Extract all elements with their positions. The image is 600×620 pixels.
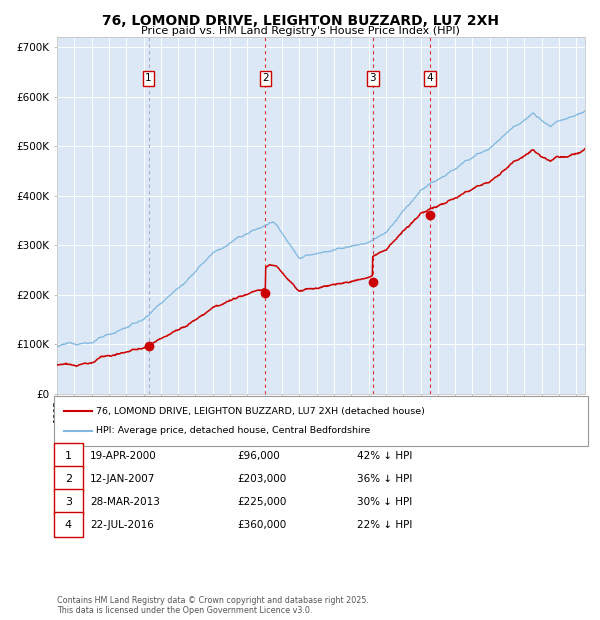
Text: 2: 2 bbox=[262, 73, 269, 83]
Text: 3: 3 bbox=[65, 497, 72, 507]
Text: 1: 1 bbox=[145, 73, 152, 83]
Text: £360,000: £360,000 bbox=[237, 520, 286, 529]
Text: 28-MAR-2013: 28-MAR-2013 bbox=[90, 497, 160, 507]
Text: 76, LOMOND DRIVE, LEIGHTON BUZZARD, LU7 2XH (detached house): 76, LOMOND DRIVE, LEIGHTON BUZZARD, LU7 … bbox=[96, 407, 425, 415]
Text: 30% ↓ HPI: 30% ↓ HPI bbox=[357, 497, 412, 507]
Text: 22-JUL-2016: 22-JUL-2016 bbox=[90, 520, 154, 529]
Text: £225,000: £225,000 bbox=[237, 497, 286, 507]
Text: £96,000: £96,000 bbox=[237, 451, 280, 461]
Text: 22% ↓ HPI: 22% ↓ HPI bbox=[357, 520, 412, 529]
Text: 2: 2 bbox=[65, 474, 72, 484]
Text: HPI: Average price, detached house, Central Bedfordshire: HPI: Average price, detached house, Cent… bbox=[96, 427, 370, 435]
Text: 3: 3 bbox=[369, 73, 376, 83]
Text: £203,000: £203,000 bbox=[237, 474, 286, 484]
Text: 12-JAN-2007: 12-JAN-2007 bbox=[90, 474, 155, 484]
Text: 19-APR-2000: 19-APR-2000 bbox=[90, 451, 157, 461]
Text: 42% ↓ HPI: 42% ↓ HPI bbox=[357, 451, 412, 461]
Text: 1: 1 bbox=[65, 451, 72, 461]
Text: Contains HM Land Registry data © Crown copyright and database right 2025.
This d: Contains HM Land Registry data © Crown c… bbox=[57, 596, 369, 615]
Text: 76, LOMOND DRIVE, LEIGHTON BUZZARD, LU7 2XH: 76, LOMOND DRIVE, LEIGHTON BUZZARD, LU7 … bbox=[101, 14, 499, 29]
Text: 4: 4 bbox=[427, 73, 433, 83]
Text: 36% ↓ HPI: 36% ↓ HPI bbox=[357, 474, 412, 484]
Text: Price paid vs. HM Land Registry's House Price Index (HPI): Price paid vs. HM Land Registry's House … bbox=[140, 26, 460, 36]
Text: 4: 4 bbox=[65, 520, 72, 529]
